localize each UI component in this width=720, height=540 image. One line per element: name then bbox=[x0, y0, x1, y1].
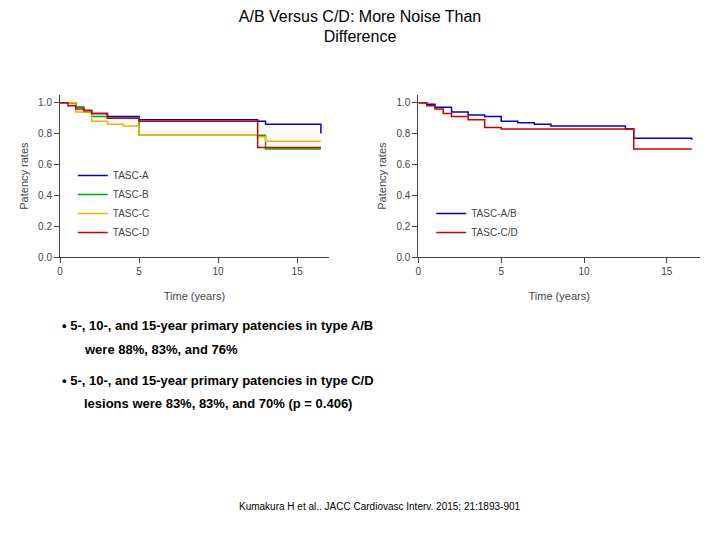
svg-text:1.0: 1.0 bbox=[38, 97, 52, 108]
svg-text:• 5-, 10-, and 15-year primary: • 5-, 10-, and 15-year primary patencies… bbox=[62, 373, 374, 388]
svg-text:TASC-C/D: TASC-C/D bbox=[471, 227, 517, 238]
svg-text:0.8: 0.8 bbox=[38, 128, 52, 139]
svg-text:0.0: 0.0 bbox=[38, 252, 52, 263]
svg-text:0.8: 0.8 bbox=[396, 128, 410, 139]
svg-text:Kumakura H et al.. JACC Cardio: Kumakura H et al.. JACC Cardiovasc Inter… bbox=[239, 501, 521, 512]
svg-text:0: 0 bbox=[416, 266, 422, 277]
svg-text:0.2: 0.2 bbox=[38, 221, 52, 232]
svg-text:5: 5 bbox=[136, 266, 142, 277]
svg-text:lesions were 83%, 83%, and 70%: lesions were 83%, 83%, and 70% (p = 0.40… bbox=[84, 396, 352, 411]
svg-text:0.0: 0.0 bbox=[396, 252, 410, 263]
svg-text:Time (years): Time (years) bbox=[164, 290, 225, 302]
svg-text:TASC-D: TASC-D bbox=[113, 227, 149, 238]
svg-text:TASC-A/B: TASC-A/B bbox=[471, 208, 517, 219]
svg-text:10: 10 bbox=[213, 266, 225, 277]
svg-text:5: 5 bbox=[498, 266, 504, 277]
svg-text:Time (years): Time (years) bbox=[529, 290, 590, 302]
svg-text:Patency rates: Patency rates bbox=[376, 142, 388, 210]
svg-text:0.6: 0.6 bbox=[396, 159, 410, 170]
svg-text:15: 15 bbox=[661, 266, 673, 277]
svg-text:10: 10 bbox=[578, 266, 590, 277]
svg-text:0.6: 0.6 bbox=[38, 159, 52, 170]
svg-text:TASC-C: TASC-C bbox=[113, 208, 149, 219]
svg-text:TASC-A: TASC-A bbox=[113, 170, 149, 181]
svg-text:Patency rates: Patency rates bbox=[18, 142, 30, 210]
svg-text:0: 0 bbox=[57, 266, 63, 277]
svg-text:were 88%, 83%, and 76%: were 88%, 83%, and 76% bbox=[84, 342, 238, 357]
svg-text:TASC-B: TASC-B bbox=[113, 189, 149, 200]
svg-text:15: 15 bbox=[292, 266, 304, 277]
svg-text:• 5-, 10-, and 15-year primary: • 5-, 10-, and 15-year primary patencies… bbox=[62, 318, 373, 333]
svg-text:0.2: 0.2 bbox=[396, 221, 410, 232]
svg-text:0.4: 0.4 bbox=[396, 190, 410, 201]
svg-text:A/B Versus C/D: More Noise Tha: A/B Versus C/D: More Noise ThanDifferenc… bbox=[239, 8, 481, 46]
svg-text:1.0: 1.0 bbox=[396, 97, 410, 108]
svg-text:0.4: 0.4 bbox=[38, 190, 52, 201]
